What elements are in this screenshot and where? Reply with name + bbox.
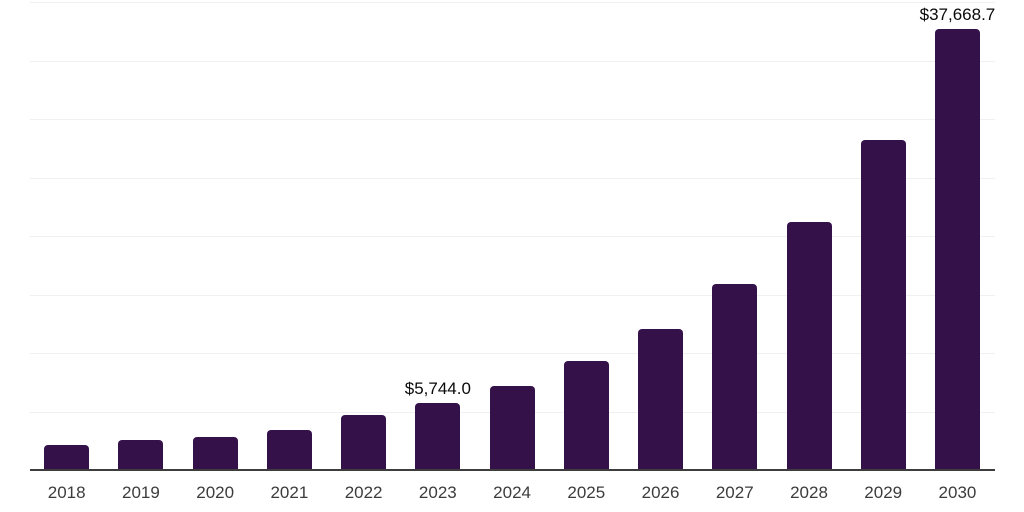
x-tick-2023: 2023 xyxy=(418,483,457,502)
x-tick-2029: 2029 xyxy=(864,483,903,502)
x-tick-2019: 2019 xyxy=(122,483,160,502)
bar-2018 xyxy=(44,444,90,470)
bar-2021 xyxy=(266,429,312,470)
x-tick-2022: 2022 xyxy=(344,483,383,502)
gridline-15000 xyxy=(30,294,995,296)
x-axis-line xyxy=(30,469,995,471)
gridline-20000 xyxy=(30,236,995,237)
x-tick-2020: 2020 xyxy=(196,483,235,502)
value-label-2030: $37,668.7 xyxy=(919,5,996,25)
x-axis-labels: 2018 2019 2020 2021 2022 2023 2024 2025 2026 2027… xyxy=(0,484,1024,506)
x-tick-2030: 2030 xyxy=(938,483,977,502)
gridline-10000 xyxy=(30,353,995,354)
gridline-35000 xyxy=(30,60,995,62)
x-tick-2024: 2024 xyxy=(493,483,531,502)
x-tick-2026: 2026 xyxy=(641,483,680,502)
gridline-25000 xyxy=(30,177,995,179)
x-tick-2025: 2025 xyxy=(567,483,606,502)
x-tick-2027: 2027 xyxy=(715,483,754,502)
bar-2024 xyxy=(489,386,535,470)
bar-2028 xyxy=(786,221,832,470)
x-tick-2018: 2018 xyxy=(47,483,86,502)
bar-2029 xyxy=(860,140,906,470)
bar-2019 xyxy=(118,439,164,470)
gridline-30000 xyxy=(30,119,995,120)
x-tick-2028: 2028 xyxy=(790,483,828,502)
bar-2027 xyxy=(712,283,758,470)
bar-2025 xyxy=(563,361,609,470)
bar-2022 xyxy=(341,414,387,470)
bar-2023 xyxy=(415,402,461,470)
plot-area: $5,744.0 $37,668.7 xyxy=(30,2,996,471)
bar-2030 xyxy=(934,29,980,470)
gridline-40000 xyxy=(30,2,995,3)
bar-2020 xyxy=(192,436,238,470)
value-label-2023: $5,744.0 xyxy=(404,378,471,398)
bar-2026 xyxy=(638,329,684,470)
x-tick-2021: 2021 xyxy=(270,483,309,502)
